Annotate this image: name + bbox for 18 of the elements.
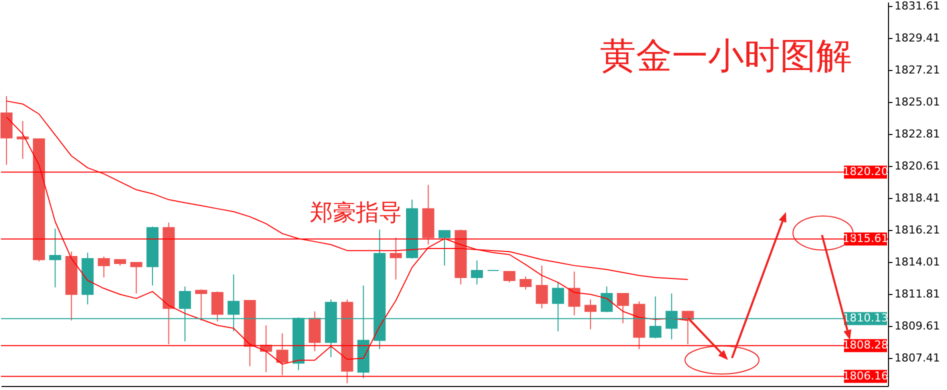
y-tick-label: 1827.21 [894,64,940,77]
y-tick-label: 1816.21 [894,224,940,237]
y-tick-label: 1818.41 [894,192,940,205]
ref-line-label: 1806.16 [842,369,888,382]
y-tick-label: 1829.41 [894,32,940,45]
y-tick-label: 1825.01 [894,96,940,109]
ref-line-label: 1820.20 [842,165,888,178]
y-tick-label: 1811.81 [894,288,940,301]
ref-line-label: 1815.61 [842,232,888,245]
y-tick-label: 1820.61 [894,160,940,173]
annotation: 郑豪指导 [310,200,402,226]
y-tick-label: 1831.61 [894,0,940,13]
y-tick-label: 1822.81 [894,128,940,141]
y-tick-label: 1809.61 [894,320,940,333]
ref-line-label: 1808.28 [842,338,888,352]
y-tick-label: 1814.01 [894,256,940,269]
y-tick-label: 1807.41 [894,352,940,365]
text: 黄金一小时图解 [600,36,852,77]
